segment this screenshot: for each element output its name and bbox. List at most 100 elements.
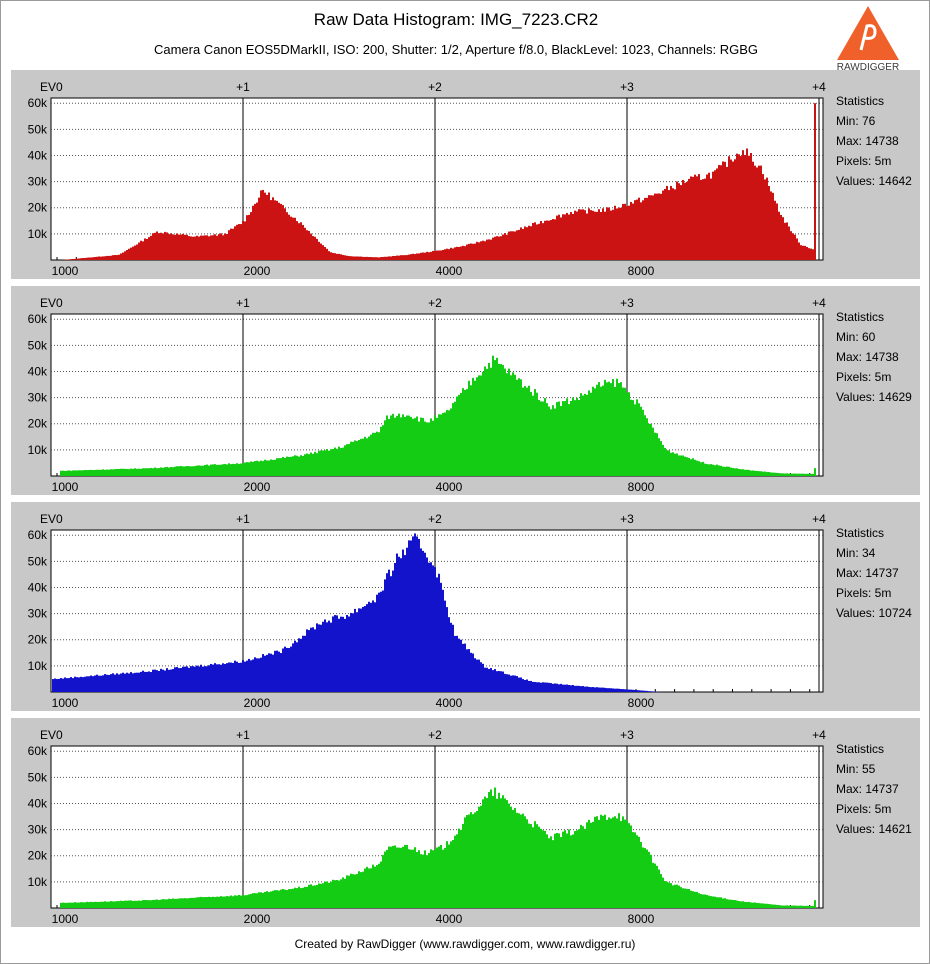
histogram-bar (288, 214, 290, 260)
histogram-bar (78, 470, 80, 476)
histogram-bar (186, 898, 188, 908)
histogram-bar (522, 387, 524, 476)
histogram-bar (116, 673, 118, 692)
histogram-bar (536, 224, 538, 260)
histogram-bar (184, 666, 186, 692)
histogram-bar (86, 901, 88, 908)
histogram-bar (418, 538, 420, 692)
histogram-series (60, 787, 814, 908)
histogram-bar (466, 649, 468, 692)
histogram-bar (238, 662, 240, 692)
histogram-bar (664, 447, 666, 476)
histogram-bar (154, 232, 156, 260)
histogram-bar (760, 903, 762, 908)
histogram-bar (140, 671, 142, 692)
histogram-bar (198, 236, 200, 260)
histogram-bar (216, 464, 218, 476)
histogram-bar (308, 884, 310, 908)
histogram-bar (568, 684, 570, 692)
histogram-bar (142, 468, 144, 476)
histogram-bar (472, 377, 474, 476)
histogram-bar (756, 167, 758, 260)
histogram-bar (74, 676, 76, 692)
histogram-bar (480, 662, 482, 692)
histogram-bar (304, 227, 306, 260)
histogram-bar (170, 233, 172, 260)
histogram-bar (60, 470, 62, 476)
y-tick-label: 50k (28, 338, 48, 352)
histogram-bar (262, 461, 264, 476)
histogram-bar (176, 898, 178, 908)
histogram-bar (476, 810, 478, 908)
histogram-bar (608, 688, 610, 692)
histogram-bar (126, 249, 128, 260)
histogram-bar (108, 255, 110, 260)
histogram-bar (374, 866, 376, 908)
histogram-bar (732, 468, 734, 476)
histogram-bar (304, 635, 306, 692)
histogram-bar (426, 855, 428, 908)
histogram-bar (118, 468, 120, 476)
histogram-bar (624, 387, 626, 476)
histogram-bar (782, 473, 784, 476)
histogram-bar (408, 415, 410, 476)
histogram-bar (70, 902, 72, 908)
histogram-bar (690, 890, 692, 908)
histogram-bar (552, 405, 554, 476)
histogram-bar (60, 678, 62, 692)
histogram-bar (260, 892, 262, 908)
histogram-bar (356, 256, 358, 260)
stats-box: Statistics Min: 60 Max: 14738 Pixels: 5m… (836, 307, 920, 407)
ev-label: EV0 (40, 512, 63, 526)
histogram-bar (526, 387, 528, 476)
histogram-bar (792, 473, 794, 476)
histogram-bar (320, 450, 322, 476)
histogram-bar (148, 671, 150, 692)
histogram-bar (96, 674, 98, 692)
histogram-bar (180, 466, 182, 476)
stats-heading: Statistics (836, 94, 885, 108)
histogram-bar (262, 189, 264, 260)
histogram-bar (438, 414, 440, 476)
histogram-bar (508, 231, 510, 260)
histogram-bar (632, 832, 634, 908)
histogram-bar (396, 255, 398, 260)
histogram-bar (438, 846, 440, 908)
histogram-bar (98, 901, 100, 908)
histogram-bar (600, 386, 602, 476)
histogram-bar (678, 885, 680, 908)
histogram-bar (646, 849, 648, 908)
histogram-bar (106, 469, 108, 476)
histogram-bar (534, 222, 536, 260)
histogram-bar (718, 465, 720, 476)
y-tick-label: 10k (28, 659, 48, 673)
histogram-bar (522, 679, 524, 692)
histogram-bar (566, 684, 568, 692)
histogram-bar (510, 675, 512, 692)
histogram-bar (498, 236, 500, 260)
histogram-bar (792, 233, 794, 260)
histogram-bar (266, 194, 268, 260)
histogram-bar (70, 259, 72, 260)
ev-label: +3 (620, 296, 634, 310)
histogram-bar (514, 231, 516, 260)
histogram-bar (488, 362, 490, 476)
histogram-bar (176, 667, 178, 692)
histogram-bar (286, 456, 288, 476)
histogram-bar (628, 689, 630, 692)
histogram-bar (602, 815, 604, 908)
histogram-bar (770, 472, 772, 476)
histogram-bar (144, 671, 146, 692)
histogram-bar (528, 680, 530, 692)
histogram-bar (196, 897, 198, 908)
histogram-bar (386, 415, 388, 476)
histogram-bar (558, 214, 560, 260)
histogram-bar (160, 232, 162, 260)
histogram-bar (92, 902, 94, 908)
histogram-bar (788, 473, 790, 476)
histogram-bar (730, 467, 732, 476)
histogram-bar (278, 651, 280, 692)
histogram-bar (696, 176, 698, 260)
histogram-bar (378, 432, 380, 476)
